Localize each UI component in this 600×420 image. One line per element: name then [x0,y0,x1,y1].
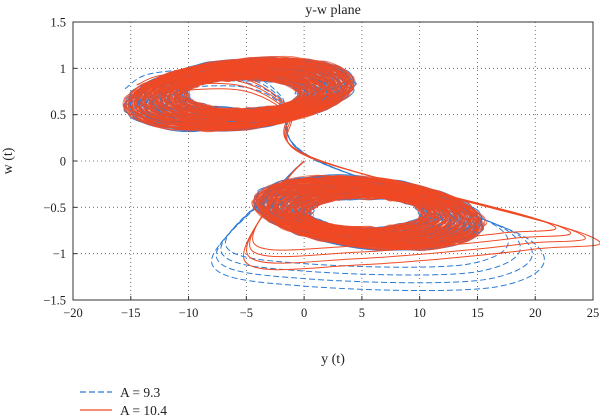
outer-excursion-trace [144,77,586,264]
outer-excursion-trace [151,85,509,268]
x-tick-label: 20 [529,306,542,320]
y-tick-label: −1.5 [43,294,66,308]
attractor-lobe-trace [175,75,309,113]
attractor-lobe-trace [123,57,357,133]
x-tick-label: 5 [359,306,365,320]
outer-excursion-trace [161,88,557,251]
attractor-lobe-trace [273,181,463,244]
y-axis-label: w (t) [1,147,16,174]
attractor-lobe-trace [251,174,487,251]
attractor-lobe-trace [162,68,325,119]
chart-title: y-w plane [305,3,361,18]
y-tick-label: −0.5 [43,201,66,215]
x-tick-label: −20 [63,306,83,320]
legend: A = 9.3 A = 10.4 [80,385,167,418]
y-tick-label: 1 [60,62,66,76]
outer-excursion-trace [153,82,571,258]
attractor-lobe-trace [122,56,357,132]
y-tick-label: −1 [53,247,66,261]
x-tick-label: 0 [301,306,307,320]
y-tick-label: 0 [60,155,66,169]
x-tick-label: 25 [587,306,600,320]
attractor-lobe-trace [124,55,354,131]
legend-label-a-9-3: A = 9.3 [120,385,160,400]
x-tick-label: 15 [471,306,484,320]
series-a-10-4 [122,55,600,271]
x-tick-label: −10 [179,306,199,320]
tick-labels: −20 −15 −10 −5 0 5 10 15 20 25 −1.5 −1 −0.5 0 0.5 1 1.5 [43,16,599,321]
x-tick-label: −15 [121,306,141,320]
x-tick-label: −5 [240,306,253,320]
y-tick-label: 0.5 [50,108,66,122]
attractor-lobe-trace [253,175,485,251]
outer-excursion-trace [136,72,600,271]
x-tick-label: 10 [413,306,426,320]
x-axis-label: y (t) [321,352,345,367]
plot-data-layer [122,55,600,292]
y-tick-label: 1.5 [50,16,66,30]
legend-label-a-10-4: A = 10.4 [120,403,167,418]
